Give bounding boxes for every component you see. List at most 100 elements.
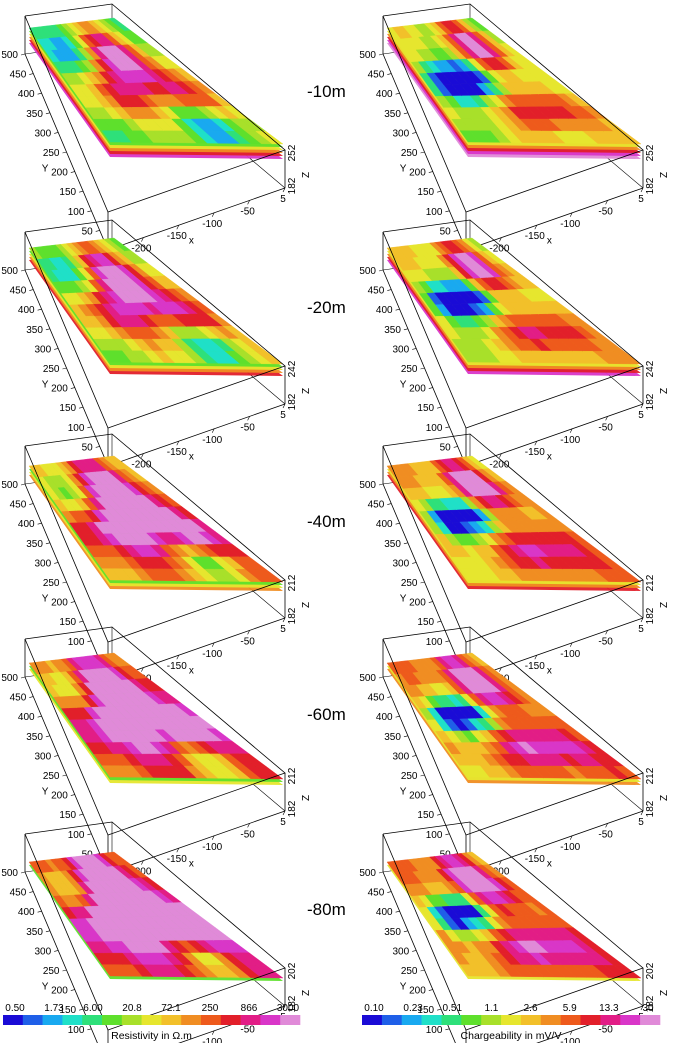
y-tick-mark: [95, 230, 100, 232]
x-tick-label: 5: [280, 624, 286, 635]
x-tick-mark: [141, 860, 144, 865]
y-tick-label: 200: [409, 791, 426, 802]
x-tick-mark: [640, 187, 644, 193]
x-tick-label: -50: [240, 422, 255, 433]
x-axis-label: x: [547, 665, 552, 676]
z-tick-label: 182: [287, 177, 298, 194]
z-tick-label: 252: [645, 144, 656, 161]
y-tick-mark: [54, 755, 59, 757]
colorbar-swatch: [580, 1015, 601, 1025]
y-tick-label: 400: [376, 907, 393, 918]
colorbar-swatch: [181, 1015, 202, 1025]
x-tick-label: 5: [638, 194, 644, 205]
x-tick-mark: [176, 848, 180, 853]
y-tick-label: 400: [376, 89, 393, 100]
y-tick-label: 500: [1, 480, 18, 491]
z-tick-label: 182: [645, 800, 656, 817]
y-tick-mark: [420, 969, 425, 972]
z-tick-label: 182: [287, 393, 298, 410]
x-axis-label: x: [189, 665, 194, 676]
y-tick-label: 450: [10, 888, 27, 899]
y-tick-mark: [428, 989, 433, 991]
y-tick-label: 350: [26, 325, 43, 336]
x-tick-mark: [211, 428, 215, 433]
x-tick-mark: [211, 1030, 215, 1035]
y-tick-label: 350: [26, 927, 43, 938]
y-tick-label: 100: [426, 637, 443, 648]
x-axis-label: x: [189, 235, 194, 246]
x-tick-mark: [282, 617, 286, 623]
x-axis-label: x: [547, 858, 552, 869]
colorbar-tick-label: 250: [202, 1003, 219, 1014]
z-tick-label: 252: [287, 144, 298, 161]
x-tick-mark: [176, 225, 180, 230]
x-tick-mark: [141, 667, 144, 672]
y-tick-mark: [420, 151, 425, 154]
x-tick-mark: [605, 823, 608, 828]
y-tick-mark: [45, 112, 50, 115]
x-tick-mark: [534, 441, 538, 446]
y-tick-mark: [45, 930, 50, 933]
x-tick-mark: [569, 642, 573, 647]
y-tick-mark: [70, 387, 75, 389]
y-tick-mark: [445, 210, 450, 213]
x-tick-mark: [534, 225, 538, 230]
y-tick-mark: [445, 640, 450, 643]
y-tick-label: 250: [43, 966, 60, 977]
y-tick-label: 450: [368, 888, 385, 899]
y-tick-label: 100: [426, 207, 443, 218]
y-tick-mark: [87, 1028, 92, 1031]
colorbar-swatch: [141, 1015, 162, 1025]
z-tick-label: 202: [645, 962, 656, 979]
y-tick-mark: [378, 871, 384, 874]
x-tick-mark: [247, 416, 250, 421]
y-tick-label: 250: [401, 771, 418, 782]
y-tick-mark: [54, 562, 59, 564]
colorbar-swatch: [3, 1015, 24, 1025]
x-tick-label: -100: [560, 1037, 580, 1043]
x-tick-mark: [499, 237, 502, 242]
x-tick-label: -100: [560, 649, 580, 660]
z-axis-label: Z: [659, 990, 670, 996]
x-tick-label: -150: [525, 661, 545, 672]
y-tick-label: 350: [26, 109, 43, 120]
surface-cell: [613, 569, 642, 583]
y-tick-mark: [403, 542, 408, 545]
z-axis-label: Z: [301, 388, 312, 394]
z-tick-label: 182: [287, 800, 298, 817]
y-tick-mark: [453, 446, 458, 448]
colorbar-swatch: [421, 1015, 442, 1025]
y-tick-mark: [79, 620, 84, 623]
y-tick-label: 250: [43, 148, 60, 159]
y-tick-label: 150: [59, 1005, 76, 1016]
z-tick-label: 212: [287, 574, 298, 591]
y-tick-label: 450: [368, 286, 385, 297]
y-tick-label: 350: [384, 732, 401, 743]
x-tick-label: -100: [560, 435, 580, 446]
x-tick-label: -150: [525, 447, 545, 458]
y-tick-mark: [70, 171, 75, 173]
x-tick-label: -50: [240, 829, 255, 840]
y-tick-label: 100: [68, 830, 85, 841]
x-tick-mark: [569, 1030, 573, 1035]
y-tick-label: 150: [417, 810, 434, 821]
y-tick-label: 200: [51, 598, 68, 609]
y-tick-mark: [79, 813, 84, 816]
x-tick-mark: [534, 655, 538, 660]
y-tick-label: 350: [384, 325, 401, 336]
colorbar-swatch: [381, 1015, 403, 1025]
x-tick-mark: [569, 212, 573, 217]
x-tick-mark: [247, 630, 250, 635]
x-tick-mark: [247, 200, 250, 205]
y-tick-label: 200: [51, 791, 68, 802]
colorbar-tick-label: 3000: [277, 1003, 300, 1014]
y-tick-label: 300: [393, 344, 410, 355]
y-tick-mark: [45, 328, 50, 331]
y-tick-label: 450: [368, 500, 385, 511]
box-bottom-edge: [24, 871, 286, 1043]
y-axis-label: Y: [400, 787, 407, 798]
y-tick-mark: [70, 601, 75, 603]
y-tick-label: 150: [59, 187, 76, 198]
x-tick-label: -100: [560, 219, 580, 230]
x-tick-label: -50: [598, 422, 613, 433]
